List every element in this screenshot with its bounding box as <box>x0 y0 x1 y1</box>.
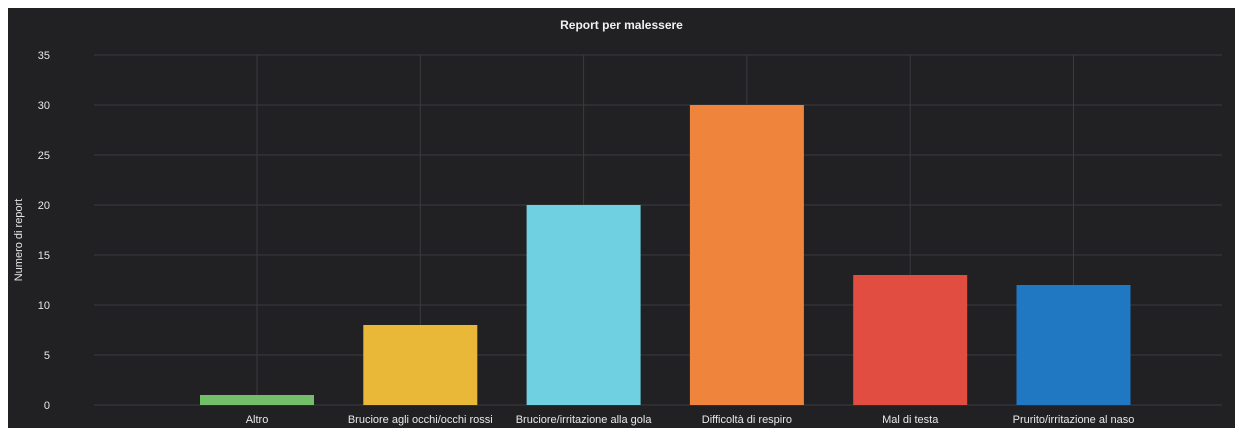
y-tick-label: 15 <box>38 250 50 262</box>
bar[interactable] <box>526 205 641 405</box>
x-tick-label: Difficoltà di respiro <box>702 414 792 426</box>
bar[interactable] <box>853 275 968 405</box>
bar-chart: 0 5 10 15 20 25 30 35 Altro Bruciore agli occhi/… <box>13 50 1222 426</box>
y-tick-label: 5 <box>44 350 50 362</box>
x-tick-label: Bruciore agli occhi/occhi rossi <box>348 414 493 426</box>
y-tick-label: 0 <box>44 400 50 412</box>
bar[interactable] <box>200 395 314 405</box>
chart-title: Report per malessere <box>560 18 683 32</box>
y-tick-label: 20 <box>38 200 50 212</box>
bar[interactable] <box>363 325 478 405</box>
chart-panel: Report per malessere 0 5 10 15 20 25 30 35 Altr… <box>8 8 1235 428</box>
y-axis-label: Numero di report <box>13 199 25 282</box>
x-tick-label: Altro <box>246 414 269 426</box>
x-axis-ticks: Altro Bruciore agli occhi/occhi rossi Bruc… <box>246 414 1135 426</box>
y-axis-ticks: 0 5 10 15 20 25 30 35 <box>38 50 50 412</box>
y-tick-label: 30 <box>38 100 50 112</box>
y-tick-label: 25 <box>38 150 50 162</box>
x-tick-label: Mal di testa <box>882 414 939 426</box>
bar[interactable] <box>1016 285 1131 405</box>
y-tick-label: 35 <box>38 50 50 62</box>
bars <box>200 105 1131 405</box>
y-tick-label: 10 <box>38 300 50 312</box>
x-tick-label: Prurito/irritazione al naso <box>1013 414 1135 426</box>
bar[interactable] <box>689 105 804 405</box>
x-tick-label: Bruciore/irritazione alla gola <box>516 414 653 426</box>
